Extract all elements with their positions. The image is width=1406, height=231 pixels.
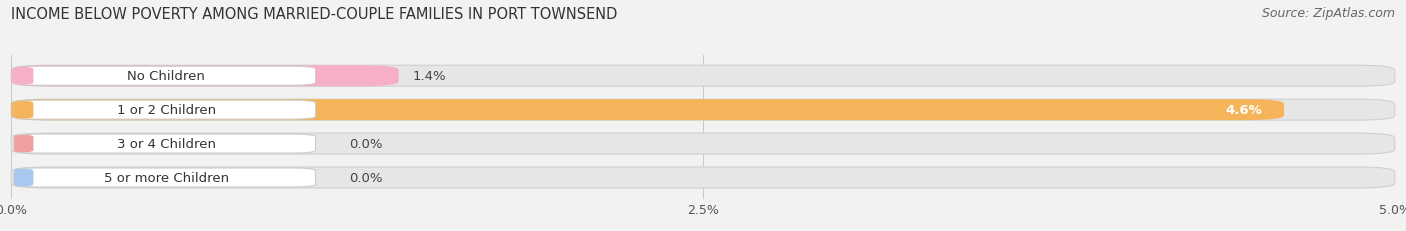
Text: 3 or 4 Children: 3 or 4 Children [117, 137, 215, 150]
FancyBboxPatch shape [10, 134, 37, 153]
FancyBboxPatch shape [14, 101, 315, 120]
FancyBboxPatch shape [11, 134, 1395, 154]
FancyBboxPatch shape [11, 66, 399, 87]
FancyBboxPatch shape [14, 168, 315, 187]
Text: 0.0%: 0.0% [349, 171, 382, 184]
FancyBboxPatch shape [14, 67, 315, 86]
FancyBboxPatch shape [10, 101, 37, 120]
Text: 1 or 2 Children: 1 or 2 Children [117, 104, 215, 117]
FancyBboxPatch shape [11, 100, 1284, 121]
Text: 5 or more Children: 5 or more Children [104, 171, 229, 184]
FancyBboxPatch shape [10, 67, 37, 86]
Text: INCOME BELOW POVERTY AMONG MARRIED-COUPLE FAMILIES IN PORT TOWNSEND: INCOME BELOW POVERTY AMONG MARRIED-COUPL… [11, 7, 617, 22]
Text: 4.6%: 4.6% [1225, 104, 1263, 117]
Text: No Children: No Children [128, 70, 205, 83]
Text: 1.4%: 1.4% [412, 70, 446, 83]
Text: Source: ZipAtlas.com: Source: ZipAtlas.com [1261, 7, 1395, 20]
FancyBboxPatch shape [10, 168, 37, 187]
FancyBboxPatch shape [11, 167, 1395, 188]
FancyBboxPatch shape [11, 100, 1395, 121]
FancyBboxPatch shape [14, 134, 315, 153]
Text: 0.0%: 0.0% [349, 137, 382, 150]
FancyBboxPatch shape [11, 66, 1395, 87]
